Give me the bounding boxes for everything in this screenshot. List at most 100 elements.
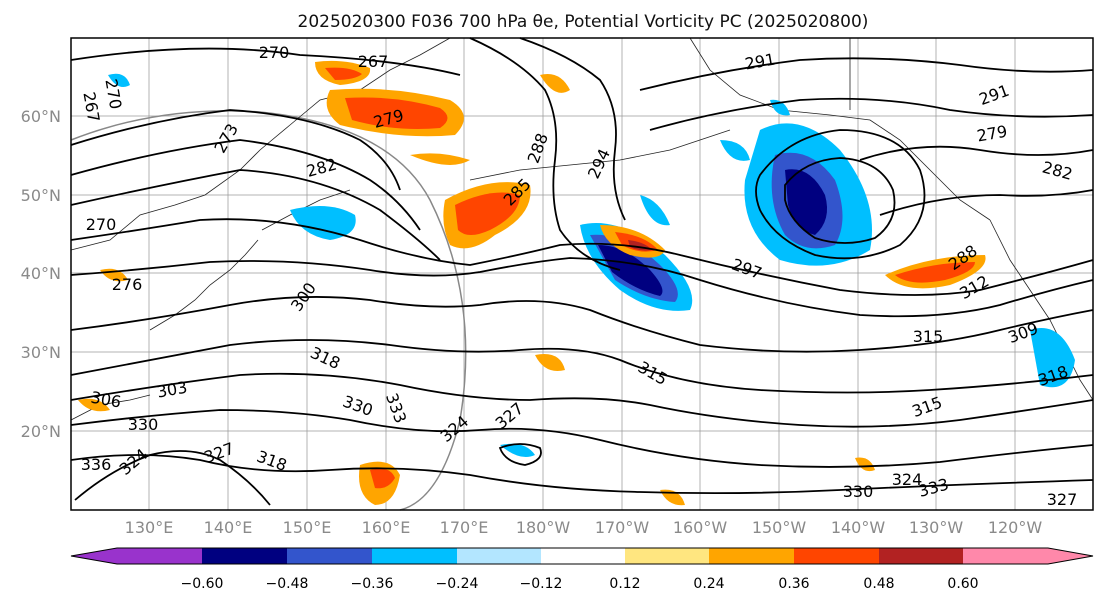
colorbar-segment [457, 548, 541, 564]
lon-tick-label: 120°W [988, 518, 1043, 537]
theta-e-contour [498, 443, 542, 466]
colorbar-segment [625, 548, 709, 564]
theta-e-contour [519, 37, 626, 221]
pv-positive-region [78, 398, 110, 412]
theta-e-contour [70, 257, 1094, 318]
pv-negative-region [640, 195, 670, 226]
theta-e-contour [70, 339, 1094, 394]
colorbar-segment [71, 548, 117, 564]
theta-e-contours [70, 37, 1094, 506]
pv-positive-region [540, 74, 570, 93]
theta-e-contour [70, 296, 1094, 353]
asia-coast-south [70, 394, 151, 421]
lon-tick-label: 170°W [595, 518, 650, 537]
contour-label: 276 [112, 275, 143, 294]
colorbar-tick-label: −0.12 [520, 576, 563, 592]
lon-tick-label: 150°W [752, 518, 807, 537]
lat-tick-label: 40°N [21, 264, 61, 283]
contour-label: 267 [358, 52, 389, 71]
theta-e-contour [70, 109, 401, 191]
theta-e-contour [70, 47, 461, 76]
theta-e-contour [70, 372, 1094, 428]
pv-negative-region [720, 140, 750, 161]
lon-tick-label: 130°W [909, 518, 964, 537]
lon-tick-label: 160°E [362, 518, 411, 537]
colorbar: −0.60 −0.48 −0.36 −0.24 −0.12 0.12 0.24 … [70, 547, 1094, 592]
colorbar-tick-label: 0.12 [609, 576, 640, 592]
theta-e-contour [74, 450, 271, 506]
lat-tick-label: 50°N [21, 186, 61, 205]
theta-e-contour [70, 169, 441, 261]
theta-e-contour [859, 145, 1094, 161]
colorbar-outline [70, 547, 1094, 565]
pv-negative-region [290, 206, 356, 240]
colorbar-tick-label: 0.48 [863, 576, 894, 592]
colorbar-segment [794, 548, 879, 564]
theta-e-contour [755, 129, 926, 260]
lon-tick-label: 140°W [831, 518, 886, 537]
pv-negative-region [500, 443, 535, 458]
lat-axis-labels: 60°N 50°N 40°N 30°N 20°N [21, 107, 61, 441]
contour-label: 270 [86, 215, 117, 234]
lon-tick-label: 140°E [204, 518, 253, 537]
theta-e-contour [70, 409, 1094, 468]
pv-positive-region [345, 97, 448, 129]
colorbar-tick-label: −0.36 [351, 576, 394, 592]
colorbar-tick-label: 0.60 [947, 576, 978, 592]
pv-negative-region [108, 73, 130, 88]
coastlines [70, 37, 1094, 421]
pv-positive-region [895, 262, 975, 283]
colorbar-segment [541, 548, 625, 564]
figure-title: 2025020300 F036 700 hPa θe, Potential Vo… [298, 12, 869, 32]
colorbar-segment [372, 548, 457, 564]
theta-e-contour [70, 454, 1094, 495]
contour-label: 327 [1047, 490, 1078, 509]
na-west-coastline [989, 219, 1094, 401]
range-circle [70, 110, 467, 511]
pv-positive-region [325, 67, 362, 80]
colorbar-segment [709, 548, 794, 564]
pv-negative-region [1030, 328, 1075, 388]
pv-positive-region [370, 468, 395, 489]
map-border [70, 37, 1094, 511]
theta-e-contour [639, 57, 1094, 91]
colorbar-tick-label: −0.60 [181, 576, 224, 592]
alaska-coastline [689, 37, 991, 221]
theta-e-contour [70, 139, 421, 231]
theta-e-contour [784, 157, 896, 244]
asia-coastline [70, 37, 451, 251]
lat-tick-label: 60°N [21, 107, 61, 126]
contour-label: 336 [81, 455, 112, 474]
colorbar-segment [287, 548, 372, 564]
colorbar-segment [879, 548, 963, 564]
lon-tick-label: 180°W [516, 518, 571, 537]
aleutian-coastline [469, 129, 731, 181]
contour-label: 330 [843, 482, 874, 501]
contour-label: 270 [259, 43, 290, 62]
colorbar-tick-label: 0.36 [778, 576, 809, 592]
pv-positive-region [535, 354, 565, 371]
lon-tick-label: 170°E [440, 518, 489, 537]
lon-tick-label: 130°E [125, 518, 174, 537]
lon-tick-label: 160°W [673, 518, 728, 537]
colorbar-segment [963, 548, 1048, 564]
pv-negative-region [785, 169, 828, 235]
pv-negative-region [598, 245, 663, 296]
contour-label: 324 [892, 470, 923, 489]
theta-e-contour [649, 97, 1094, 131]
pv-positive-region [855, 457, 875, 472]
colorbar-segment [117, 548, 202, 564]
theta-e-contour [879, 189, 1094, 216]
lon-axis-labels: 130°E 140°E 150°E 160°E 170°E 180°W 170°… [125, 518, 1043, 537]
map-panel [70, 37, 1094, 511]
contour-label: 330 [128, 415, 159, 434]
contour-label: 315 [913, 327, 944, 346]
colorbar-segment [202, 548, 287, 564]
lon-tick-label: 150°E [283, 518, 332, 537]
pv-positive-region [455, 192, 520, 235]
colorbar-tick-label: −0.24 [436, 576, 479, 592]
colorbar-tick-label: −0.48 [266, 576, 309, 592]
colorbar-tick-label: 0.24 [693, 576, 724, 592]
pv-positive-region [410, 153, 470, 165]
